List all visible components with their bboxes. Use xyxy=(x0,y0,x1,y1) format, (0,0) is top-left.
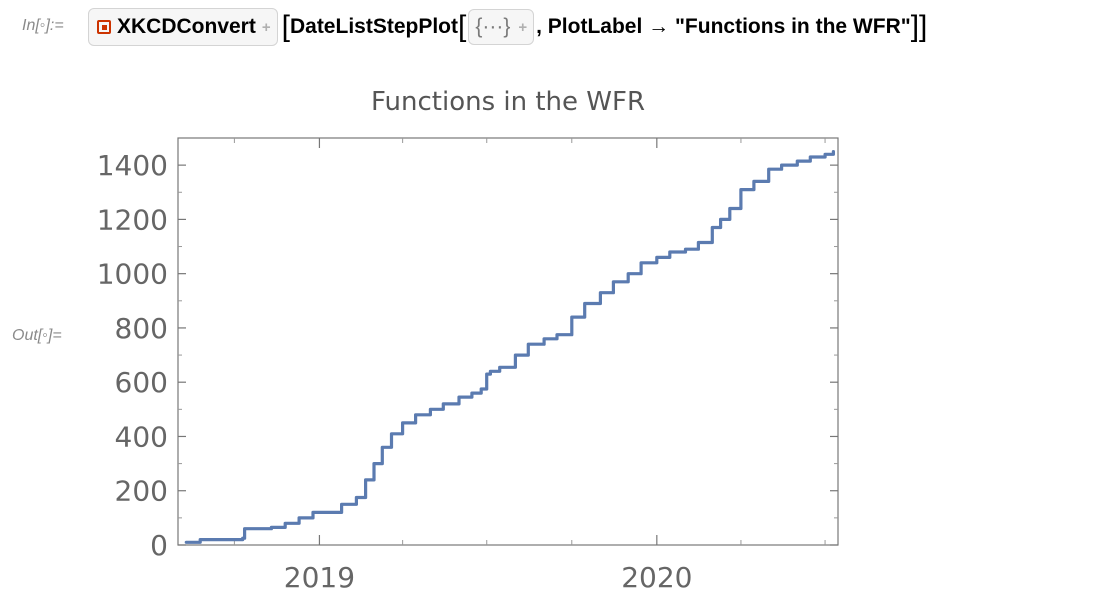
chart-axes: 0 200 400 600 800 1000 1200 1400 2019 2020 xyxy=(97,137,839,594)
output-label: Out[◦]= xyxy=(12,327,62,344)
chart-svg: Functions in the WFR 0 200 400 600 800 1000 12… xyxy=(97,87,839,594)
open-bracket: [ xyxy=(281,10,290,43)
plot-frame xyxy=(177,137,839,546)
y-tick-label: 800 xyxy=(115,312,168,345)
y-tick-label: 1000 xyxy=(97,258,168,291)
x-tick-label: 2019 xyxy=(284,561,355,594)
input-code-line[interactable]: XKCDConvert + [ DateListStepPlot [ {···}… xyxy=(88,6,927,48)
plus-icon[interactable]: + xyxy=(261,18,271,36)
y-tick-label: 200 xyxy=(115,475,168,508)
option-text: , PlotLabel → "Functions in the WFR" xyxy=(536,15,911,38)
series-line xyxy=(184,150,835,544)
open-bracket-inner: [ xyxy=(458,10,467,43)
x-tick-label: 2020 xyxy=(621,561,692,594)
output-chart: Functions in the WFR 0 200 400 600 800 1000 12… xyxy=(70,70,870,600)
chart-series xyxy=(184,150,835,544)
function-name: DateListStepPlot xyxy=(289,15,458,38)
chart-title: Functions in the WFR xyxy=(371,87,645,117)
resource-name: XKCDConvert xyxy=(117,15,256,38)
resource-object-chip[interactable]: XKCDConvert + xyxy=(88,8,278,46)
resource-object-icon xyxy=(97,20,111,34)
close-brackets: ]] xyxy=(910,10,928,43)
plus-icon[interactable]: + xyxy=(518,18,528,36)
y-tick-label: 0 xyxy=(150,529,168,562)
input-label: In[◦]:= xyxy=(22,17,64,34)
elided-data-chip[interactable]: {···} + xyxy=(468,9,535,45)
y-tick-label: 1200 xyxy=(97,203,168,236)
y-tick-label: 600 xyxy=(115,366,168,399)
y-tick-label: 1400 xyxy=(97,149,168,182)
y-tick-label: 400 xyxy=(115,420,168,453)
elided-data-label: {···} xyxy=(475,15,511,38)
